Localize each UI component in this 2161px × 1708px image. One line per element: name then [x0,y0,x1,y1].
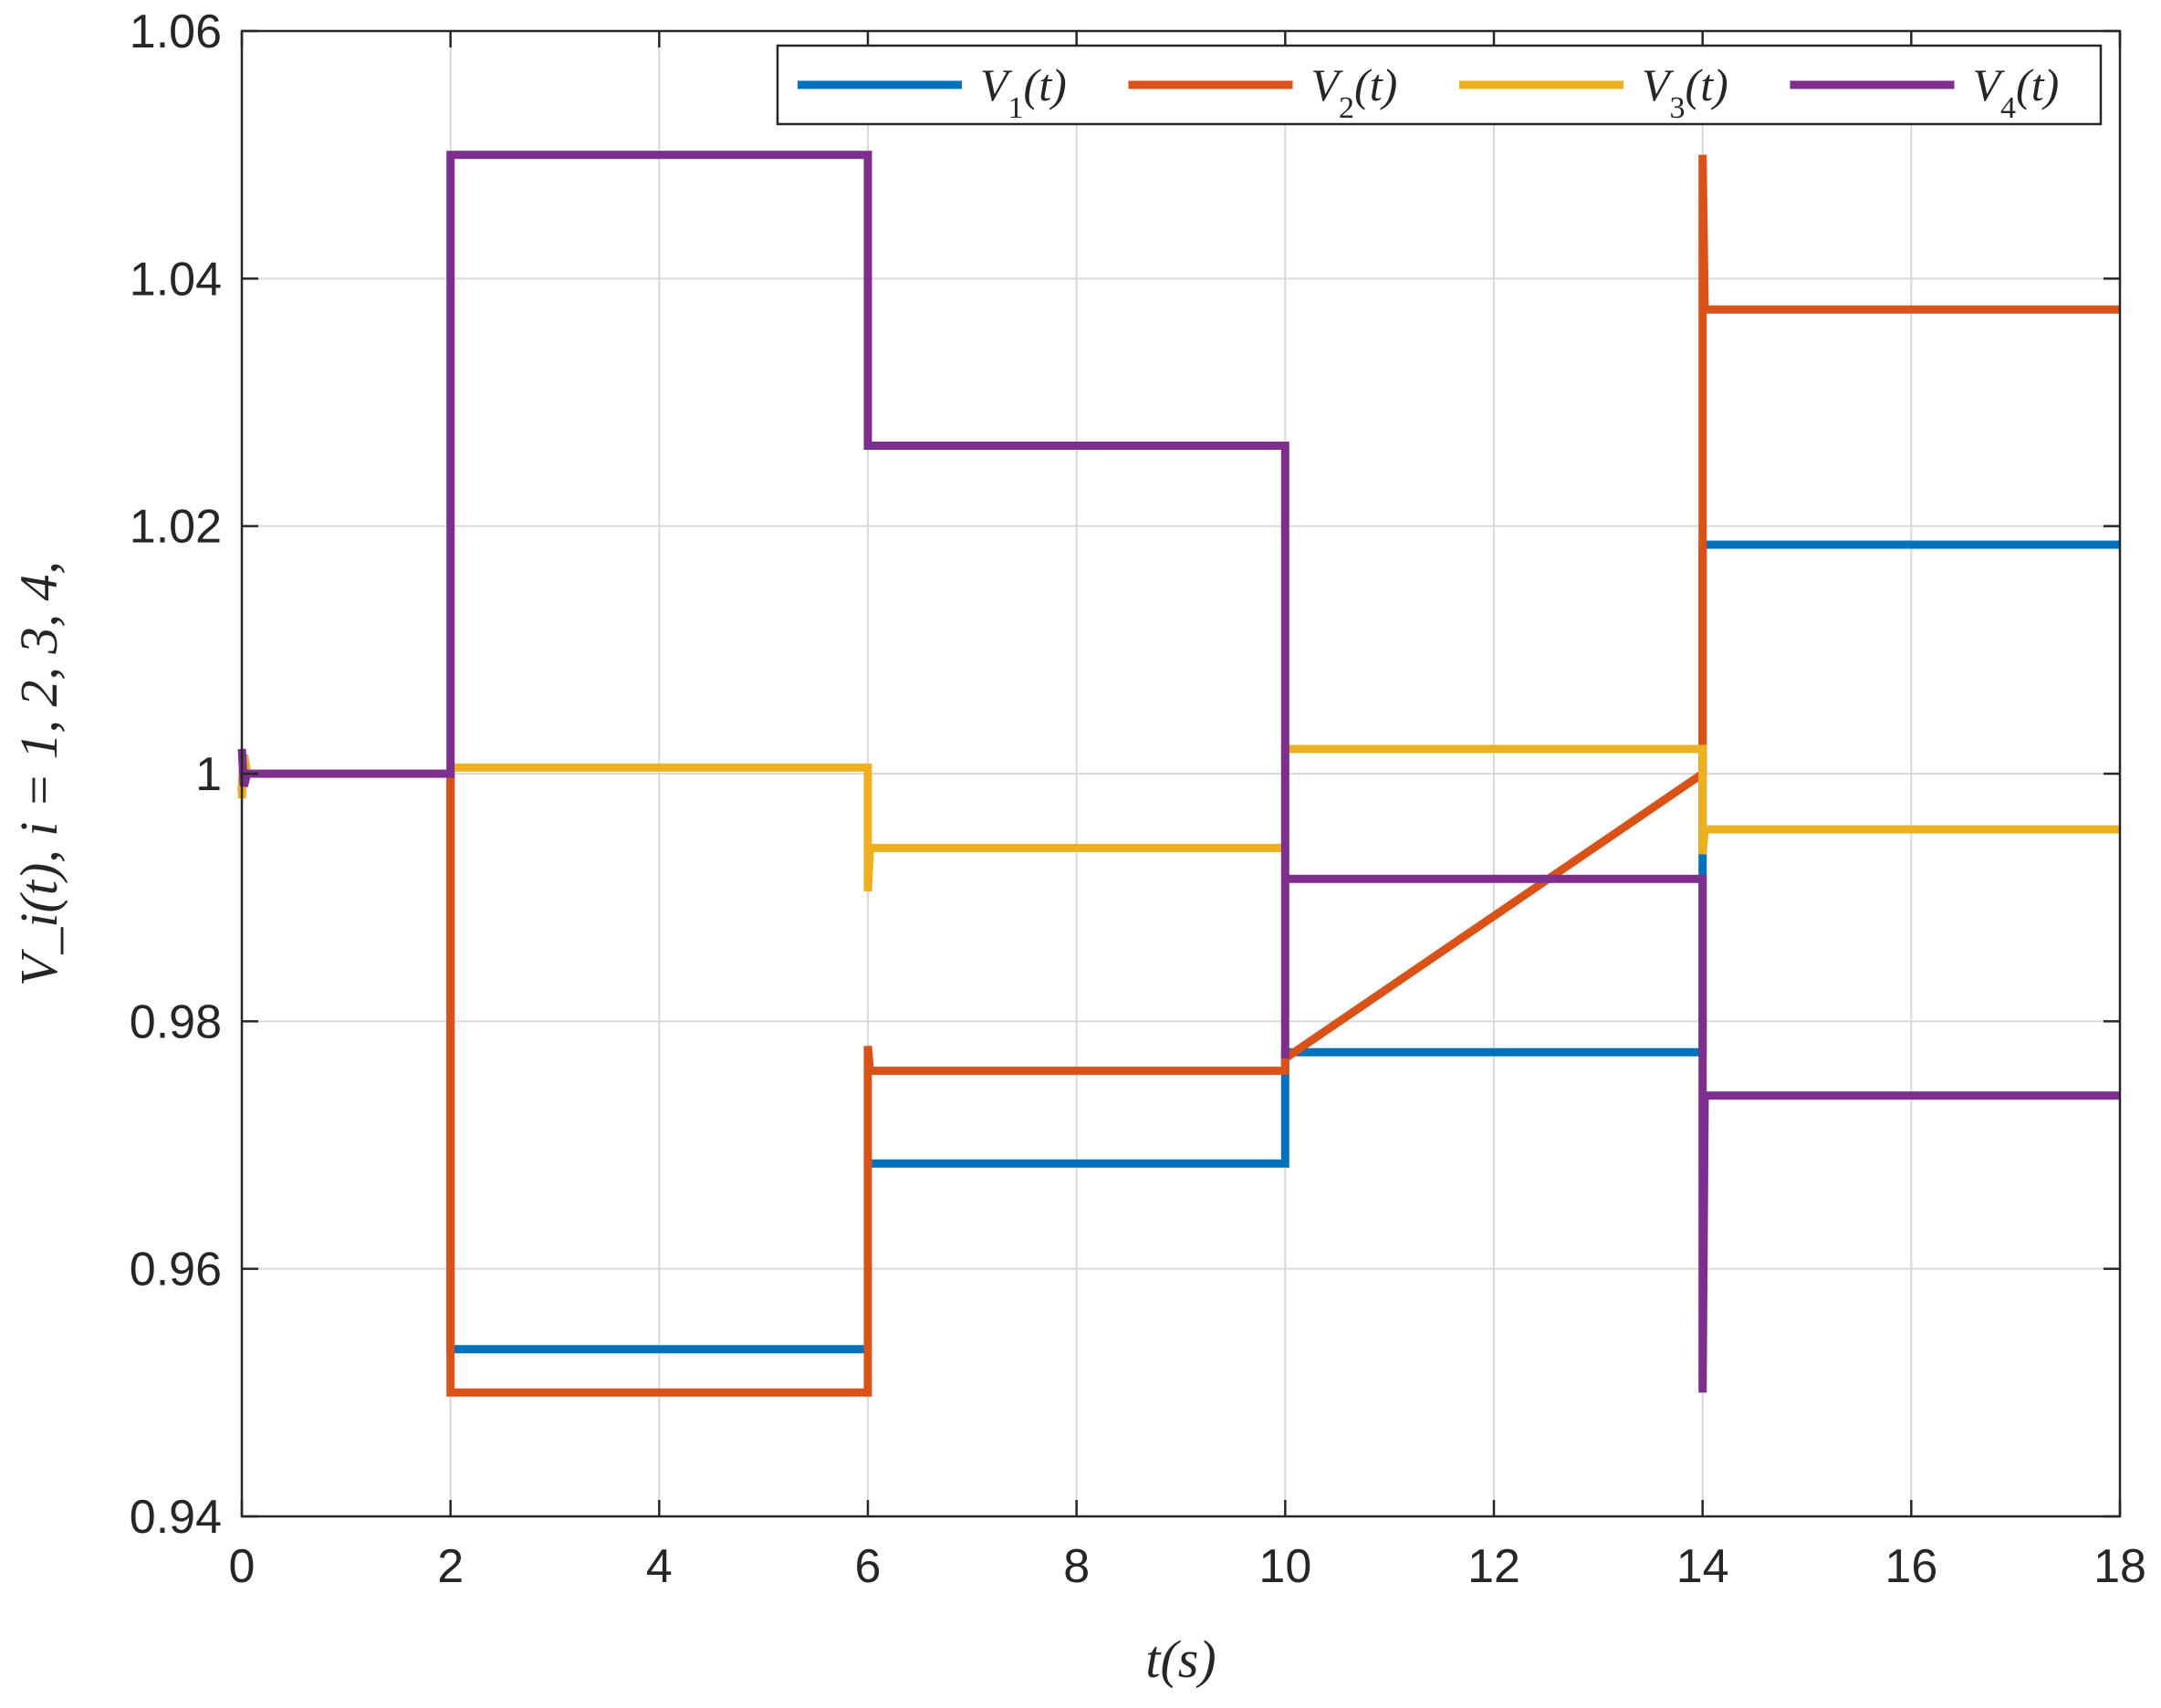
x-tick-label: 10 [1258,1540,1311,1593]
y-tick-label: 1 [195,748,222,801]
legend-item-v1: V1(t) [798,59,1067,125]
y-tick-labels: 0.94 0.96 0.98 1 1.02 1.04 1.06 [130,5,222,1544]
x-tick-label: 16 [1884,1540,1937,1593]
y-tick-label: 1.02 [130,501,222,554]
series-line-v4 [237,151,2120,1393]
legend-item-v2: V2(t) [1128,59,1398,125]
y-axis-title: V_i(t), i = 1, 2, 3, 4, [9,561,68,986]
x-tick-label: 2 [437,1540,464,1593]
y-axis-label: V_i(t), i = 1, 2, 3, 4, [9,561,68,986]
y-tick-label: 0.96 [130,1244,222,1297]
legend-item-v4: V4(t) [1790,59,2060,125]
legend-label: V4(t) [1973,59,2060,125]
x-tick-label: 12 [1467,1540,1520,1593]
x-tick-labels: 0 2 4 6 8 10 12 14 16 18 [229,1540,2146,1593]
legend-label: V2(t) [1311,59,1398,125]
legend-label: V3(t) [1642,59,1728,125]
tick-marks [240,29,2122,1518]
x-tick-label: 0 [229,1540,256,1593]
y-tick-label: 0.98 [130,995,222,1048]
legend: V1(t) V2(t) V3(t) V4(t) [776,44,2103,126]
x-tick-label: 18 [2093,1540,2146,1593]
x-tick-label: 6 [855,1540,882,1593]
legend-label: V1(t) [980,59,1067,125]
series-layer [237,151,2120,1397]
x-axis-title: t(s) [1145,1630,1216,1689]
x-tick-label: 8 [1063,1540,1090,1593]
y-tick-label: 0.94 [130,1491,222,1544]
x-axis-label: t(s) [1145,1630,1216,1689]
legend-item-v3: V3(t) [1459,59,1728,125]
y-tick-label: 1.06 [130,5,222,58]
y-tick-label: 1.04 [130,253,222,306]
x-tick-label: 4 [646,1540,673,1593]
x-tick-label: 14 [1676,1540,1729,1593]
